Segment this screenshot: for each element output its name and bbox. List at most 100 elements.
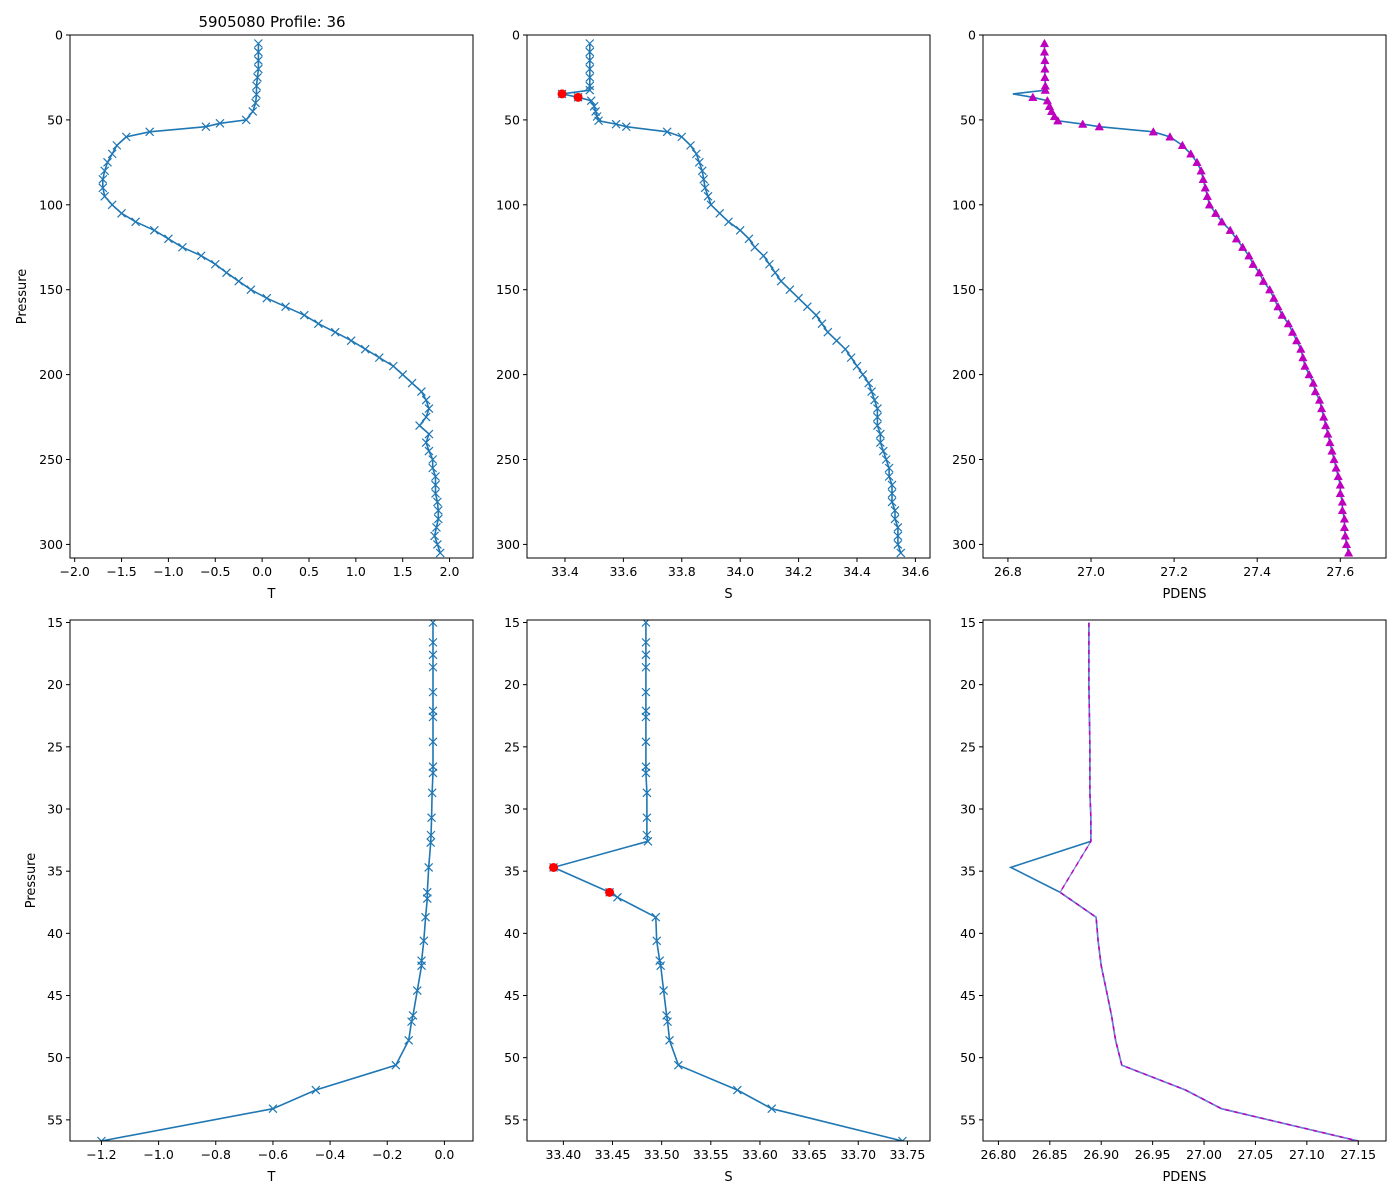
- y-tick-label: 55: [47, 1112, 63, 1127]
- x-tick-label: 27.0: [1077, 564, 1105, 579]
- y-tick-label: 150: [496, 282, 520, 297]
- y-tick-label: 300: [39, 537, 63, 552]
- y-tick-label: 150: [952, 282, 976, 297]
- x-tick-label: 34.2: [785, 564, 813, 579]
- y-tick-label: 40: [504, 926, 520, 941]
- y-tick-label: 100: [39, 197, 63, 212]
- y-tick-label: 25: [504, 739, 520, 754]
- y-tick-label: 250: [496, 452, 520, 467]
- flagged-point: [549, 863, 558, 872]
- x-tick-label: 33.60: [742, 1147, 778, 1162]
- x-tick-label: 26.85: [1032, 1147, 1068, 1162]
- y-tick-label: 300: [952, 537, 976, 552]
- x-tick-label: −1.5: [106, 564, 136, 579]
- x-tick-label: 33.4: [551, 564, 579, 579]
- x-tick-label: 0.0: [252, 564, 272, 579]
- y-axis-label: Pressure: [24, 853, 39, 909]
- y-tick-label: 35: [47, 864, 63, 879]
- x-tick-label: 33.40: [545, 1147, 581, 1162]
- x-tick-label: 27.2: [1160, 564, 1188, 579]
- x-tick-label: 27.15: [1340, 1147, 1376, 1162]
- y-tick-label: 50: [504, 1050, 520, 1065]
- y-tick-label: 20: [960, 677, 976, 692]
- y-tick-label: 50: [960, 112, 976, 127]
- y-tick-label: 100: [952, 197, 976, 212]
- y-tick-label: 20: [47, 677, 63, 692]
- x-tick-label: 27.4: [1243, 564, 1271, 579]
- x-tick-label: −0.4: [315, 1147, 345, 1162]
- y-tick-label: 20: [504, 677, 520, 692]
- y-tick-label: 45: [47, 988, 63, 1003]
- x-tick-label: −1.2: [86, 1147, 116, 1162]
- x-tick-label: 33.50: [644, 1147, 680, 1162]
- y-tick-label: 250: [39, 452, 63, 467]
- x-tick-label: 34.4: [843, 564, 871, 579]
- x-tick-label: 26.80: [981, 1147, 1017, 1162]
- flagged-point: [605, 888, 614, 897]
- y-tick-label: 40: [960, 926, 976, 941]
- figure: 5905080 Profile: 36 −2.0 −1.5 −1.0 −0.5 0.0 0…: [0, 0, 1400, 1200]
- flagged-point: [558, 89, 567, 98]
- x-axis-label: S: [724, 587, 732, 602]
- y-tick-label: 0: [968, 28, 976, 43]
- x-tick-label: 27.6: [1326, 564, 1354, 579]
- x-tick-label: 33.75: [889, 1147, 925, 1162]
- x-tick-label: 2.0: [440, 564, 460, 579]
- y-tick-label: 0: [512, 28, 520, 43]
- y-tick-label: 15: [960, 615, 976, 630]
- x-tick-label: 0.0: [434, 1147, 454, 1162]
- y-tick-label: 200: [952, 367, 976, 382]
- y-tick-label: 25: [47, 739, 63, 754]
- x-tick-label: 27.00: [1186, 1147, 1222, 1162]
- flagged-point: [574, 93, 583, 102]
- y-tick-label: 200: [39, 367, 63, 382]
- y-tick-label: 40: [47, 926, 63, 941]
- x-tick-label: 1.0: [346, 564, 366, 579]
- y-tick-label: 55: [504, 1112, 520, 1127]
- x-tick-label: 27.10: [1289, 1147, 1325, 1162]
- x-tick-label: 34.0: [726, 564, 754, 579]
- y-tick-label: 50: [504, 112, 520, 127]
- x-tick-label: 1.5: [393, 564, 413, 579]
- x-tick-label: 33.70: [840, 1147, 876, 1162]
- y-axis-label: Pressure: [15, 269, 30, 325]
- figure-title: 5905080 Profile: 36: [198, 13, 345, 31]
- y-tick-label: 250: [952, 452, 976, 467]
- y-tick-label: 55: [960, 1112, 976, 1127]
- y-tick-label: 150: [39, 282, 63, 297]
- x-tick-label: −2.0: [60, 564, 90, 579]
- y-tick-label: 45: [960, 988, 976, 1003]
- x-axis-label: T: [267, 587, 276, 602]
- x-tick-label: −1.0: [153, 564, 183, 579]
- y-tick-label: 300: [496, 537, 520, 552]
- x-tick-label: −0.6: [258, 1147, 288, 1162]
- x-tick-label: −0.2: [372, 1147, 402, 1162]
- y-tick-label: 50: [47, 1050, 63, 1065]
- x-tick-label: 33.6: [609, 564, 637, 579]
- y-tick-label: 50: [960, 1050, 976, 1065]
- x-tick-label: 26.90: [1083, 1147, 1119, 1162]
- x-tick-label: −0.5: [200, 564, 230, 579]
- y-tick-label: 30: [504, 802, 520, 817]
- y-tick-label: 100: [496, 197, 520, 212]
- y-tick-label: 0: [55, 28, 63, 43]
- x-tick-label: 34.6: [901, 564, 929, 579]
- y-tick-label: 30: [47, 802, 63, 817]
- y-tick-label: 30: [960, 802, 976, 817]
- y-tick-label: 25: [960, 739, 976, 754]
- x-axis-label: T: [267, 1170, 276, 1185]
- x-tick-label: 33.55: [693, 1147, 729, 1162]
- x-axis-label: S: [724, 1170, 732, 1185]
- y-tick-label: 35: [960, 864, 976, 879]
- x-tick-label: 26.8: [994, 564, 1022, 579]
- x-tick-label: 33.8: [668, 564, 696, 579]
- y-tick-label: 200: [496, 367, 520, 382]
- x-tick-label: 26.95: [1135, 1147, 1171, 1162]
- x-tick-label: −1.0: [143, 1147, 173, 1162]
- x-tick-label: 33.65: [791, 1147, 827, 1162]
- x-axis-label: PDENS: [1162, 1170, 1206, 1185]
- x-tick-label: 33.45: [595, 1147, 631, 1162]
- y-tick-label: 45: [504, 988, 520, 1003]
- y-tick-label: 50: [47, 112, 63, 127]
- y-tick-label: 35: [504, 864, 520, 879]
